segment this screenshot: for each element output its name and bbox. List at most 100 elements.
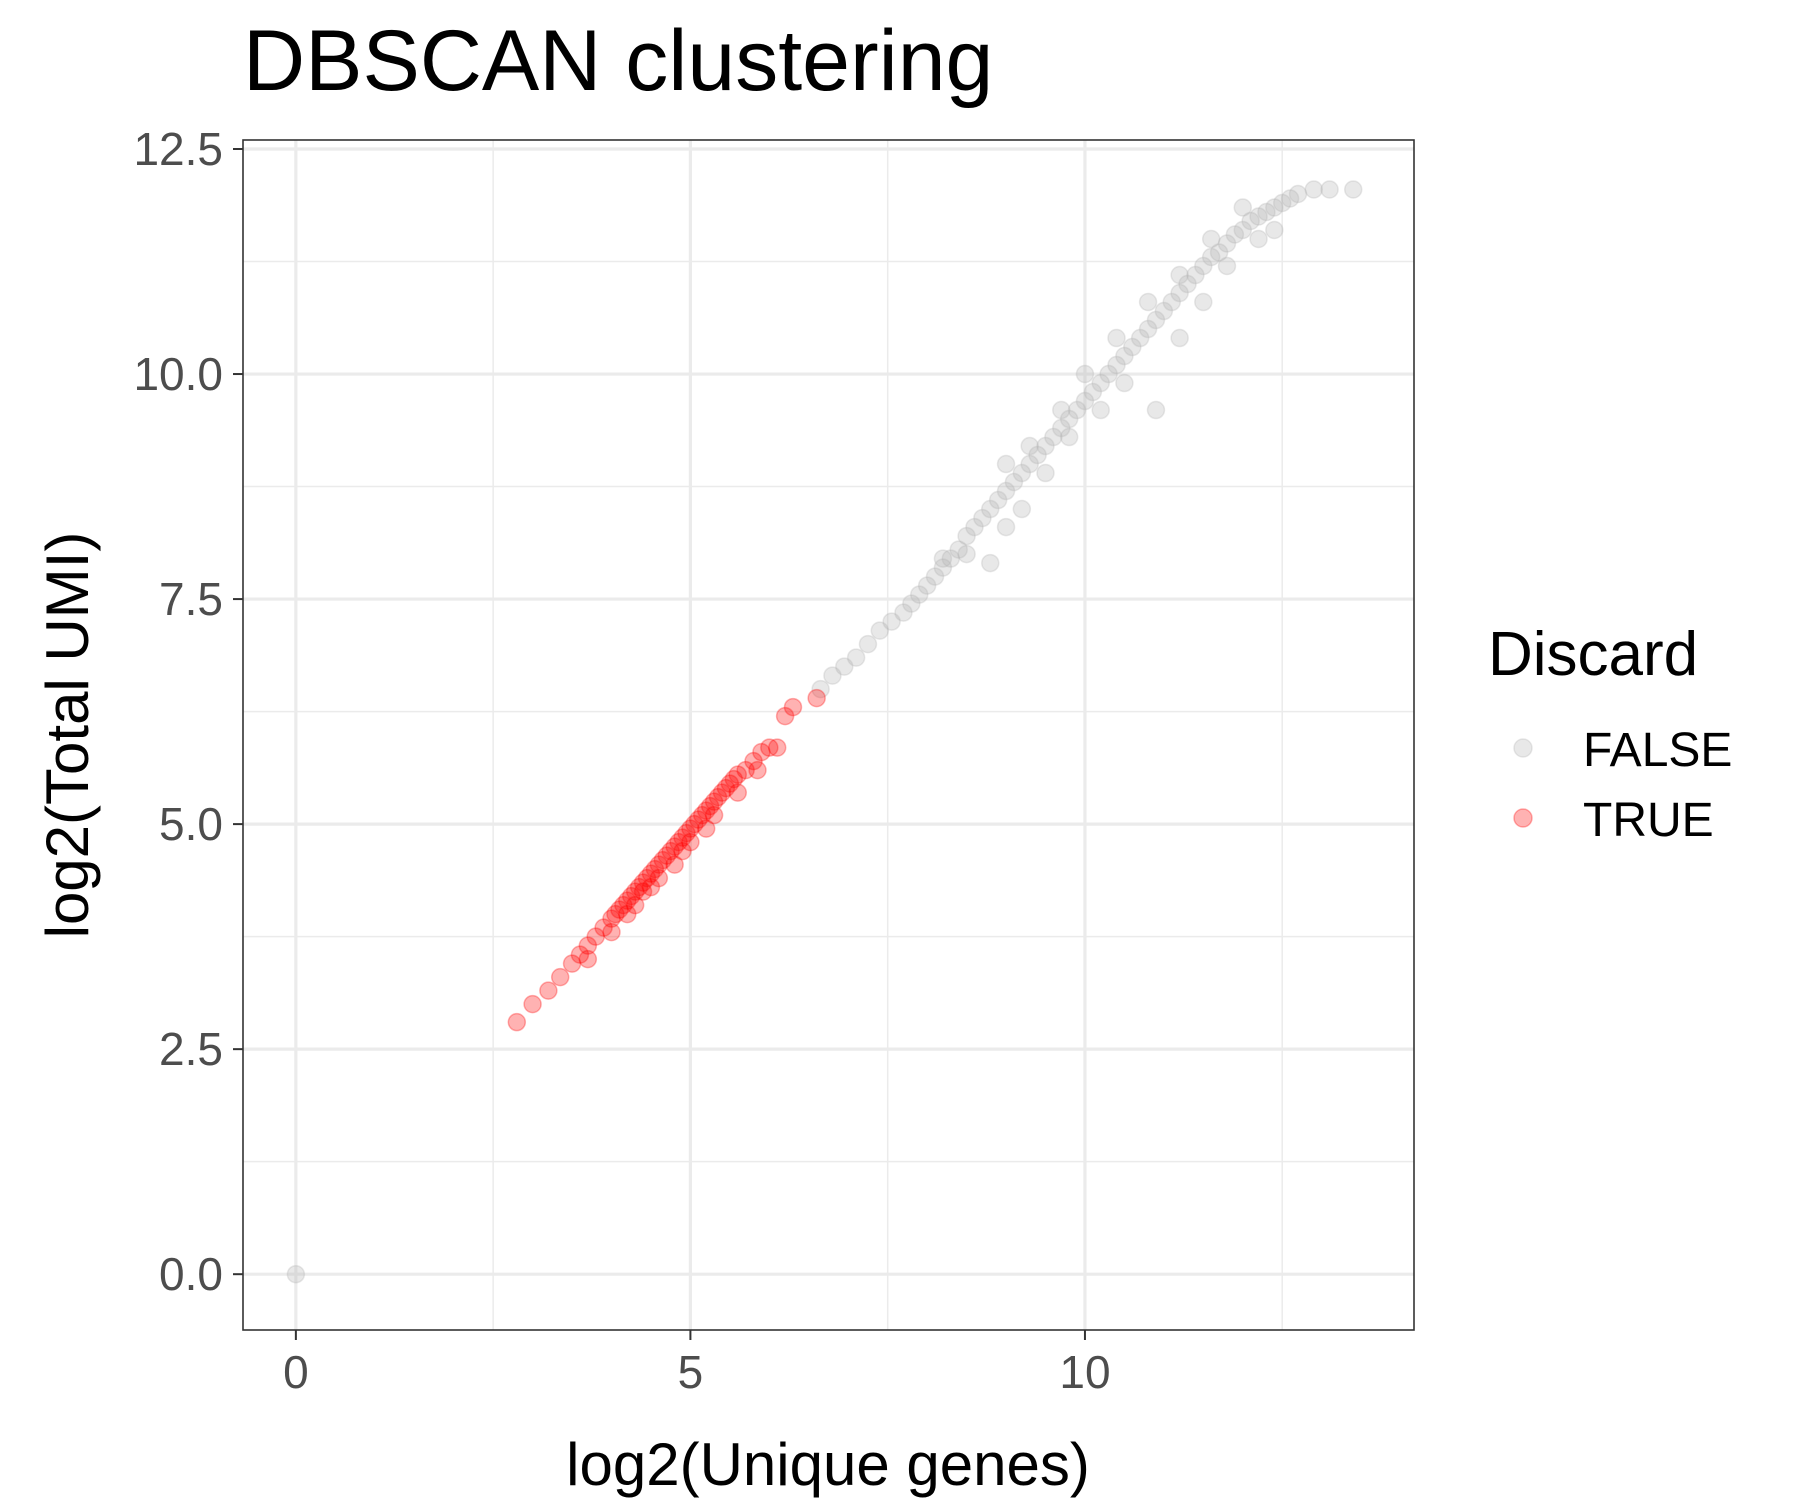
data-point [1091, 400, 1110, 420]
data-point [1052, 418, 1071, 438]
data-point [1288, 184, 1308, 204]
data-point [610, 900, 629, 919]
data-point [689, 810, 708, 829]
data-point [1004, 472, 1024, 492]
data-point [645, 859, 665, 879]
series-false [286, 180, 1363, 1284]
y-tick-label: 7.5 [159, 573, 223, 625]
data-point [618, 891, 637, 910]
data-point [523, 994, 542, 1014]
data-point [1012, 499, 1032, 519]
data-point [633, 882, 653, 901]
data-point [1107, 328, 1126, 348]
data-point [606, 904, 625, 924]
data-point [704, 792, 724, 811]
data-point [981, 553, 1000, 573]
legend-label-false: FALSE [1583, 724, 1732, 777]
data-point [629, 877, 649, 897]
legend-key-false [1513, 738, 1533, 758]
data-point [1115, 373, 1134, 393]
y-tick-label: 0.0 [159, 1248, 223, 1300]
data-point [1012, 463, 1032, 483]
data-point [1059, 409, 1079, 429]
data-point [1280, 189, 1300, 208]
data-point [1249, 229, 1268, 249]
data-point [696, 819, 716, 838]
data-point [1194, 292, 1213, 312]
data-point [602, 909, 621, 928]
data-point [578, 949, 598, 969]
data-point [981, 499, 1000, 519]
data-point [586, 927, 605, 946]
data-point [673, 828, 692, 847]
data-point [783, 697, 803, 717]
data-point [602, 922, 621, 942]
y-axis-title: log2(Total UMI) [34, 532, 101, 939]
data-point [1107, 355, 1126, 375]
data-point [550, 967, 570, 987]
data-point [1225, 225, 1245, 244]
data-point [1257, 202, 1276, 222]
data-point [775, 706, 795, 726]
x-axis-title: log2(Unique genes) [566, 1431, 1090, 1498]
data-point [996, 517, 1016, 537]
data-point [1201, 229, 1221, 249]
data-point [1170, 265, 1189, 285]
data-point [614, 895, 633, 915]
data-point [677, 823, 696, 843]
legend-key-true [1513, 808, 1533, 828]
legend: Discard FALSE TRUE [1488, 620, 1732, 847]
data-point [1154, 301, 1174, 321]
data-point [752, 742, 771, 762]
data-point [1170, 283, 1189, 303]
data-point [996, 481, 1016, 501]
data-point [708, 787, 728, 807]
data-point [1020, 436, 1039, 456]
data-point [1123, 337, 1142, 357]
data-point [1304, 180, 1324, 199]
data-point [1020, 454, 1039, 474]
data-point [957, 544, 976, 564]
panel-background [243, 140, 1414, 1330]
data-point [1146, 310, 1166, 330]
data-point [594, 918, 613, 937]
data-point [965, 517, 984, 537]
data-point [1201, 247, 1221, 267]
data-point [562, 954, 582, 973]
y-tick-label: 5.0 [159, 798, 223, 850]
data-point [736, 760, 755, 780]
data-point [704, 805, 724, 825]
legend-title: Discard [1488, 620, 1698, 689]
data-point [625, 895, 645, 915]
data-point [665, 837, 684, 856]
data-point [925, 567, 945, 586]
data-point [1083, 382, 1103, 402]
data-point [846, 648, 866, 667]
data-point [728, 765, 748, 784]
data-point [973, 508, 992, 528]
data-point [811, 679, 830, 699]
data-point [653, 850, 673, 870]
data-point [1265, 220, 1284, 240]
data-point [700, 796, 720, 816]
data-point [1178, 274, 1197, 294]
data-point [665, 855, 684, 874]
data-point [1130, 328, 1150, 348]
data-point [1059, 427, 1079, 447]
data-point [1217, 234, 1237, 253]
data-point [657, 846, 676, 865]
data-point [1044, 427, 1063, 447]
data-point [1075, 364, 1095, 384]
data-point [712, 783, 732, 802]
data-point [1075, 391, 1095, 411]
data-point [507, 1012, 527, 1032]
data-point [724, 769, 744, 789]
data-point [1138, 319, 1158, 339]
data-point [1249, 207, 1268, 226]
data-point [807, 688, 826, 708]
data-points [286, 180, 1363, 1284]
data-point [996, 454, 1016, 474]
data-point [1091, 373, 1110, 393]
data-point [1233, 220, 1253, 240]
